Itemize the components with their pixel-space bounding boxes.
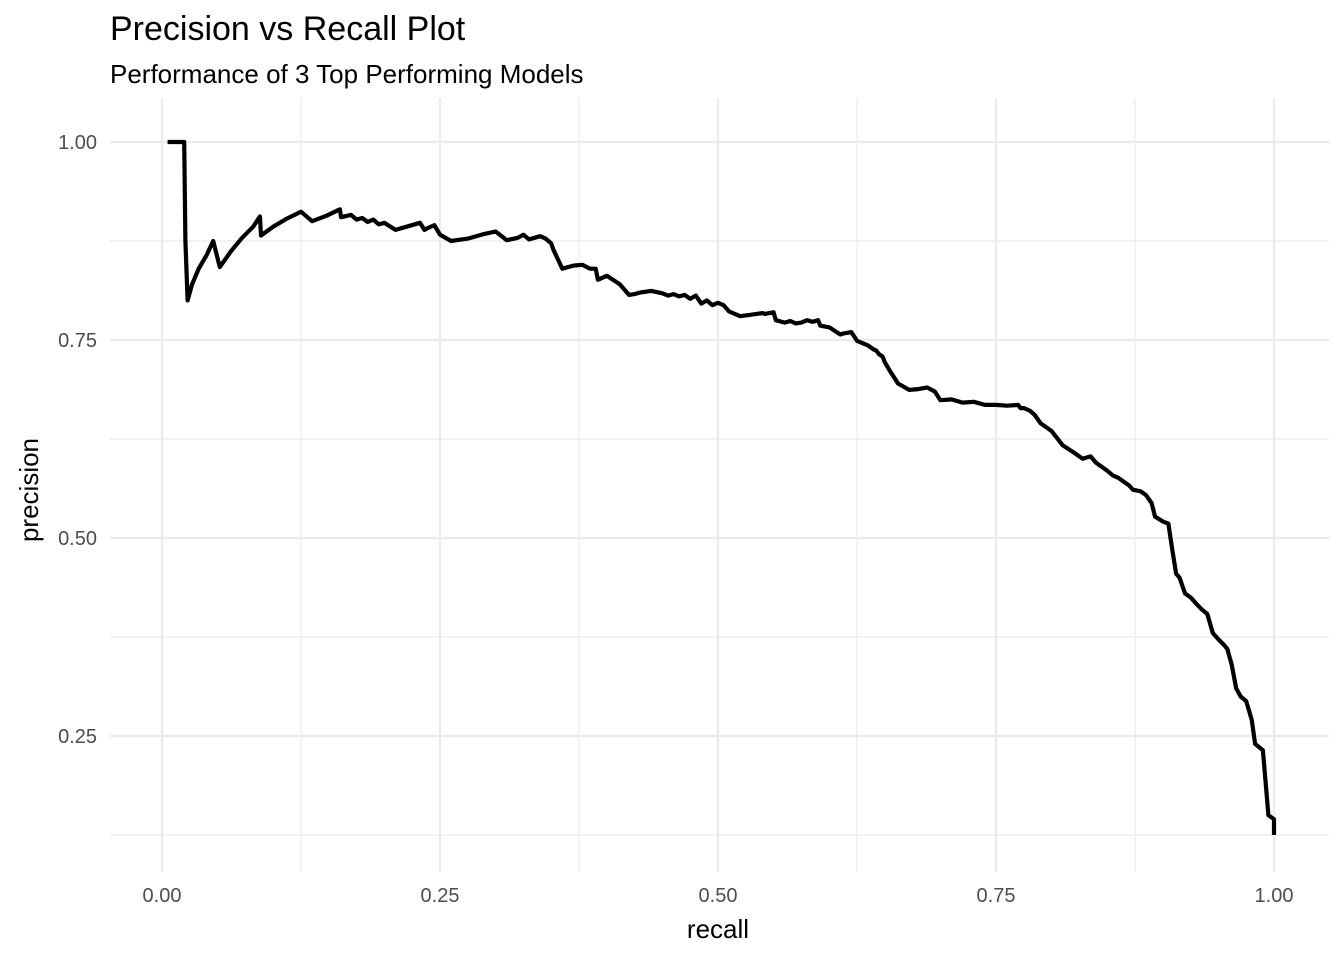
y-axis-ticks: 0.25 0.50 0.75 1.00 (58, 132, 97, 748)
precision-recall-line (167, 139, 1277, 835)
x-axis-ticks: 0.00 0.25 0.50 0.75 1.00 (143, 885, 1294, 907)
grid-major (110, 98, 1329, 872)
y-tick-label: 0.75 (58, 330, 97, 352)
y-tick-label: 0.50 (58, 528, 97, 550)
chart-title: Precision vs Recall Plot (110, 10, 466, 48)
x-axis-title: recall (687, 914, 749, 944)
y-axis-title: precision (14, 438, 44, 542)
series-layer (167, 139, 1277, 835)
grid-minor (110, 98, 1329, 872)
x-tick-label: 0.25 (421, 885, 460, 907)
x-tick-label: 0.50 (699, 885, 738, 907)
x-tick-label: 1.00 (1255, 885, 1294, 907)
y-tick-label: 0.25 (58, 726, 97, 748)
chart-subtitle: Performance of 3 Top Performing Models (110, 59, 584, 89)
x-tick-label: 0.75 (977, 885, 1016, 907)
y-tick-label: 1.00 (58, 132, 97, 154)
x-tick-label: 0.00 (143, 885, 182, 907)
